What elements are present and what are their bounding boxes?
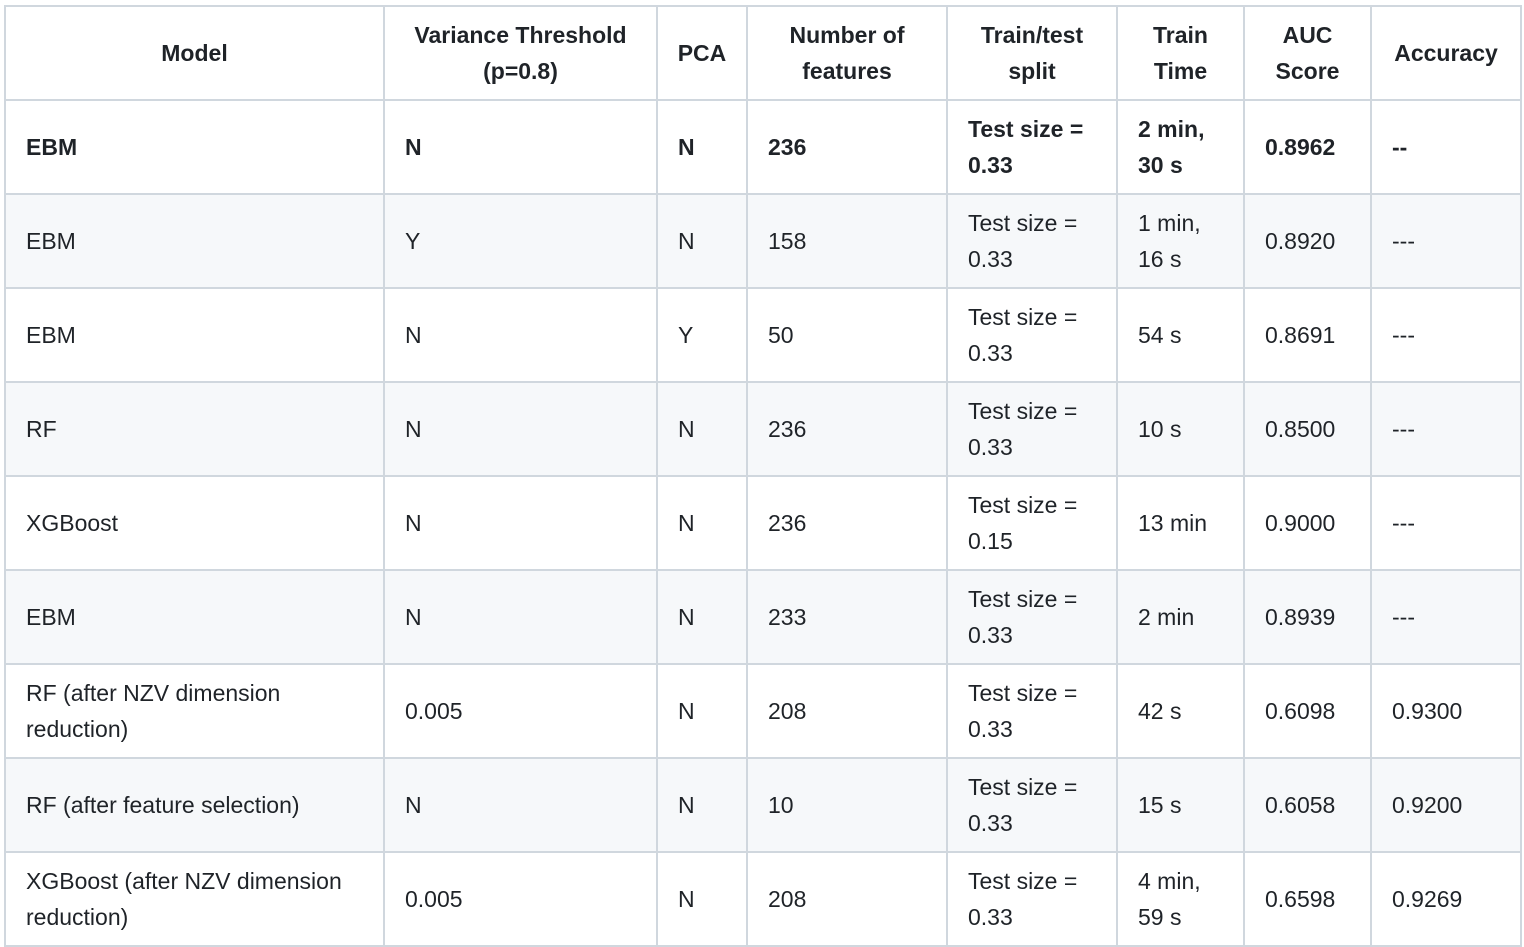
cell-train-test-split: Test size = 0.33: [946, 757, 1118, 853]
header-pca: PCA: [656, 5, 748, 101]
header-accuracy: Accuracy: [1370, 5, 1522, 101]
cell-train-test-split: Test size = 0.33: [946, 663, 1118, 759]
cell-train-test-split: Test size = 0.15: [946, 475, 1118, 571]
cell-number-of-features: 50: [746, 287, 948, 383]
cell-train-time: 2 min: [1116, 569, 1245, 665]
cell-number-of-features: 158: [746, 193, 948, 289]
cell-train-test-split: Test size = 0.33: [946, 381, 1118, 477]
cell-variance-threshold: N: [383, 475, 658, 571]
cell-auc-score: 0.6098: [1243, 663, 1372, 759]
cell-model: EBM: [4, 287, 385, 383]
cell-train-test-split: Test size = 0.33: [946, 851, 1118, 947]
cell-variance-threshold: N: [383, 99, 658, 195]
table-row: RF N N 236 Test size = 0.33 10 s 0.8500 ---: [4, 381, 1522, 477]
cell-train-time: 2 min, 30 s: [1116, 99, 1245, 195]
cell-auc-score: 0.8920: [1243, 193, 1372, 289]
cell-auc-score: 0.8500: [1243, 381, 1372, 477]
cell-train-time: 4 min, 59 s: [1116, 851, 1245, 947]
cell-number-of-features: 208: [746, 663, 948, 759]
header-model: Model: [4, 5, 385, 101]
cell-pca: N: [656, 569, 748, 665]
cell-pca: N: [656, 851, 748, 947]
cell-model: EBM: [4, 569, 385, 665]
cell-accuracy: ---: [1370, 381, 1522, 477]
cell-model: XGBoost: [4, 475, 385, 571]
cell-variance-threshold: Y: [383, 193, 658, 289]
cell-train-time: 54 s: [1116, 287, 1245, 383]
cell-auc-score: 0.8962: [1243, 99, 1372, 195]
cell-model: RF (after NZV dimension reduction): [4, 663, 385, 759]
table-row: RF (after NZV dimension reduction) 0.005 N…: [4, 663, 1522, 759]
header-auc-score: AUC Score: [1243, 5, 1372, 101]
cell-number-of-features: 236: [746, 475, 948, 571]
cell-auc-score: 0.8939: [1243, 569, 1372, 665]
cell-train-test-split: Test size = 0.33: [946, 287, 1118, 383]
cell-pca: N: [656, 99, 748, 195]
cell-pca: N: [656, 757, 748, 853]
cell-accuracy: 0.9200: [1370, 757, 1522, 853]
cell-accuracy: ---: [1370, 193, 1522, 289]
cell-train-test-split: Test size = 0.33: [946, 569, 1118, 665]
table-row: RF (after feature selection) N N 10 Test siz…: [4, 757, 1522, 853]
cell-accuracy: ---: [1370, 287, 1522, 383]
cell-auc-score: 0.6598: [1243, 851, 1372, 947]
cell-variance-threshold: N: [383, 287, 658, 383]
table-row: XGBoost N N 236 Test size = 0.15 13 min 0.9000…: [4, 475, 1522, 571]
cell-variance-threshold: 0.005: [383, 851, 658, 947]
cell-pca: N: [656, 663, 748, 759]
table-body: EBM N N 236 Test size = 0.33 2 min, 30 s 0.896…: [4, 99, 1522, 947]
cell-accuracy: 0.9269: [1370, 851, 1522, 947]
cell-model: XGBoost (after NZV dimension reduction): [4, 851, 385, 947]
cell-train-time: 42 s: [1116, 663, 1245, 759]
cell-accuracy: ---: [1370, 569, 1522, 665]
cell-train-test-split: Test size = 0.33: [946, 99, 1118, 195]
cell-train-time: 15 s: [1116, 757, 1245, 853]
cell-number-of-features: 233: [746, 569, 948, 665]
cell-variance-threshold: N: [383, 757, 658, 853]
results-table-container: Model Variance Threshold (p=0.8) PCA Num…: [4, 5, 1522, 947]
header-variance-threshold: Variance Threshold (p=0.8): [383, 5, 658, 101]
cell-model: EBM: [4, 99, 385, 195]
cell-model: EBM: [4, 193, 385, 289]
cell-model: RF (after feature selection): [4, 757, 385, 853]
cell-train-time: 1 min, 16 s: [1116, 193, 1245, 289]
cell-auc-score: 0.6058: [1243, 757, 1372, 853]
header-number-of-features: Number of features: [746, 5, 948, 101]
table-row: XGBoost (after NZV dimension reduction) 0…: [4, 851, 1522, 947]
cell-variance-threshold: N: [383, 569, 658, 665]
cell-pca: Y: [656, 287, 748, 383]
header-row: Model Variance Threshold (p=0.8) PCA Num…: [4, 5, 1522, 101]
cell-train-time: 10 s: [1116, 381, 1245, 477]
table-row: EBM N N 236 Test size = 0.33 2 min, 30 s 0.896…: [4, 99, 1522, 195]
cell-auc-score: 0.9000: [1243, 475, 1372, 571]
table-row: EBM N N 233 Test size = 0.33 2 min 0.8939 ---: [4, 569, 1522, 665]
cell-number-of-features: 10: [746, 757, 948, 853]
cell-number-of-features: 208: [746, 851, 948, 947]
cell-number-of-features: 236: [746, 99, 948, 195]
header-train-test-split: Train/test split: [946, 5, 1118, 101]
cell-pca: N: [656, 193, 748, 289]
results-table: Model Variance Threshold (p=0.8) PCA Num…: [4, 5, 1522, 947]
cell-train-time: 13 min: [1116, 475, 1245, 571]
cell-pca: N: [656, 381, 748, 477]
cell-accuracy: ---: [1370, 475, 1522, 571]
table-row: EBM N Y 50 Test size = 0.33 54 s 0.8691 ---: [4, 287, 1522, 383]
cell-model: RF: [4, 381, 385, 477]
header-train-time: Train Time: [1116, 5, 1245, 101]
cell-number-of-features: 236: [746, 381, 948, 477]
table-row: EBM Y N 158 Test size = 0.33 1 min, 16 s 0.892…: [4, 193, 1522, 289]
cell-variance-threshold: N: [383, 381, 658, 477]
cell-accuracy: 0.9300: [1370, 663, 1522, 759]
cell-accuracy: --: [1370, 99, 1522, 195]
cell-train-test-split: Test size = 0.33: [946, 193, 1118, 289]
cell-pca: N: [656, 475, 748, 571]
cell-auc-score: 0.8691: [1243, 287, 1372, 383]
cell-variance-threshold: 0.005: [383, 663, 658, 759]
